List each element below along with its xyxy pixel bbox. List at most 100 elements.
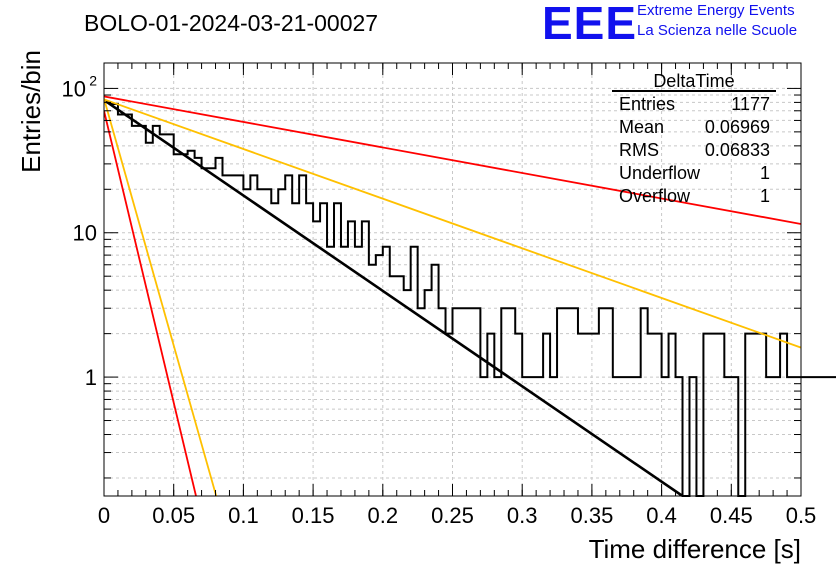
histogram-bin: [599, 308, 606, 496]
histogram-layer: [104, 101, 836, 497]
histogram-bin: [278, 189, 285, 496]
x-tick-label: 0.3: [507, 503, 538, 528]
y-axis-title: Entries/bin: [16, 50, 46, 173]
histogram-bin: [250, 175, 257, 496]
histogram-bin: [209, 168, 216, 496]
histogram-bin: [501, 308, 508, 496]
histogram-bin: [411, 247, 418, 496]
fit-line: [104, 98, 801, 349]
histogram-bin: [341, 247, 348, 496]
stats-row-value: 1177: [731, 94, 770, 114]
histogram-bin: [236, 175, 243, 496]
histogram-bin: [362, 221, 369, 496]
histogram-bin: [752, 334, 759, 496]
histogram-bin: [655, 334, 662, 496]
eee-logo-subtitle-2: La Scienza nelle Scuole: [637, 22, 798, 39]
fit-line: [104, 110, 197, 496]
stats-row-label: Entries: [619, 94, 675, 114]
histogram-bin: [418, 308, 425, 496]
histogram-bin: [132, 126, 139, 496]
histogram-bin: [104, 102, 111, 496]
histogram-bin: [446, 334, 453, 496]
histogram-bin: [717, 334, 724, 496]
histogram-bin: [139, 126, 146, 496]
histogram-bin: [515, 334, 522, 496]
histogram-bin: [543, 334, 550, 496]
x-tick-label: 0.2: [368, 503, 399, 528]
histogram-outline: [104, 101, 836, 497]
histogram-bin: [808, 377, 815, 496]
histogram-bin: [745, 334, 752, 496]
histogram-bin: [195, 158, 202, 496]
histogram-bin: [564, 308, 571, 496]
histogram-bin: [229, 175, 236, 496]
histogram-bin: [327, 247, 334, 496]
histogram-bin: [146, 143, 153, 496]
x-tick-label: 0.05: [152, 503, 195, 528]
y-tick-label: 10: [62, 76, 86, 101]
axis-layer: 0 0.05 0.1 0.15 0.2 0.25 0.3 0.35 0.4 0.45 0.5 1 10 1…: [62, 63, 816, 528]
histogram-bin: [222, 175, 229, 496]
x-tick-label: 0.15: [292, 503, 335, 528]
stats-row-value: 0.06833: [705, 140, 770, 160]
eee-logo: EEE: [542, 0, 638, 49]
fit-line: [104, 95, 801, 225]
histogram-bin: [703, 334, 710, 496]
histogram-bin: [508, 308, 515, 496]
histogram-bin: [397, 276, 404, 496]
fit-line: [104, 99, 684, 496]
stats-row-label: RMS: [619, 140, 659, 160]
stats-row-value: 1: [760, 186, 770, 206]
x-tick-label: 0.4: [646, 503, 677, 528]
stats-row-value: 0.06969: [705, 117, 770, 137]
plot-title: BOLO-01-2024-03-21-00027: [84, 10, 379, 36]
histogram-bin: [710, 334, 717, 496]
histogram-bin: [822, 377, 829, 496]
histogram-bin: [557, 308, 564, 496]
histogram-bin: [216, 158, 223, 496]
histogram-bin: [487, 334, 494, 496]
histogram-bin: [669, 334, 676, 496]
histogram-bin: [453, 308, 460, 496]
histogram-bin: [125, 114, 132, 496]
histogram-bin: [815, 377, 822, 496]
stats-row-label: Mean: [619, 117, 664, 137]
x-tick-label: 0: [98, 503, 110, 528]
histogram-bin: [466, 308, 473, 496]
histogram-bin: [299, 175, 306, 496]
fit-line: [104, 98, 218, 496]
histogram-bin: [578, 334, 585, 496]
x-tick-label: 0.45: [710, 503, 753, 528]
x-tick-label: 0.25: [431, 503, 474, 528]
histogram-bin: [801, 377, 808, 496]
histogram-bin: [174, 154, 181, 496]
x-axis-title: Time difference [s]: [589, 534, 801, 564]
grid-layer: [104, 63, 801, 496]
histogram-bin: [313, 221, 320, 496]
y-tick-exponent: 2: [89, 72, 97, 88]
histogram-bin: [439, 308, 446, 496]
stats-row-label: Underflow: [619, 163, 701, 183]
histogram-bin: [780, 334, 787, 496]
histogram-bin: [383, 247, 390, 496]
x-tick-label: 0.35: [570, 503, 613, 528]
histogram-bin: [355, 247, 362, 496]
histogram-bin: [264, 189, 271, 496]
histogram-bin: [390, 276, 397, 496]
histogram-bin: [571, 308, 578, 496]
histogram-bin: [585, 334, 592, 496]
stats-box-title: DeltaTime: [653, 71, 734, 91]
stats-box: DeltaTime Entries 1177 Mean 0.06969 RMS 0.0683…: [612, 71, 776, 206]
histogram-bin: [432, 265, 439, 496]
fit-lines-layer: [104, 95, 801, 496]
histogram-bin: [188, 151, 195, 496]
histogram-bin: [257, 189, 264, 496]
histogram-bin: [167, 134, 174, 496]
histogram-bin: [592, 334, 599, 496]
eee-logo-subtitle-1: Extreme Energy Events: [637, 2, 795, 19]
x-tick-label: 0.1: [228, 503, 259, 528]
histogram-bin: [243, 189, 250, 496]
y-tick-label: 10: [73, 221, 97, 246]
y-tick-label: 1: [85, 365, 97, 390]
